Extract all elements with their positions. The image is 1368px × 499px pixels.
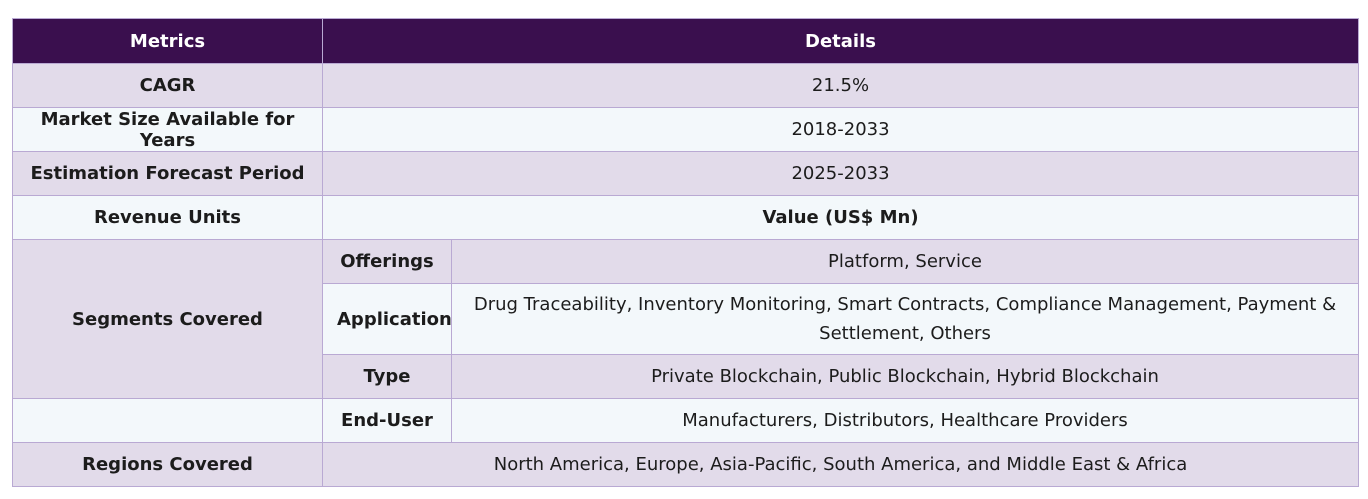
row-value-regions: North America, Europe, Asia-Pacific, Sou…: [322, 442, 1359, 487]
row-value-forecast: 2025-2033: [322, 151, 1359, 196]
segment-value-offerings: Platform, Service: [451, 239, 1359, 284]
segment-label-type: Type: [322, 354, 452, 399]
table-row-offerings: Segments Covered Offerings Platform, Ser…: [12, 239, 1359, 399]
segment-value-type: Private Blockchain, Public Blockchain, H…: [451, 354, 1359, 399]
row-label-cagr: CAGR: [12, 63, 323, 108]
table-row-forecast: Estimation Forecast Period 2025-2033: [12, 151, 1359, 196]
header-metrics: Metrics: [12, 18, 323, 64]
table-row-end-user: End-User Manufacturers, Distributors, He…: [12, 398, 1359, 443]
segment-label-end-user: End-User: [322, 398, 452, 443]
row-label-forecast: Estimation Forecast Period: [12, 151, 323, 196]
header-details: Details: [322, 18, 1359, 64]
segment-label-offerings: Offerings: [322, 239, 452, 284]
table-row-application: Application Drug Traceability, Inventory…: [13, 283, 1359, 355]
header-row: Metrics Details: [12, 18, 1359, 64]
table-row-type: Type Private Blockchain, Public Blockcha…: [13, 354, 1359, 399]
segment-label-application: Application: [322, 283, 452, 355]
table-row-regions: Regions Covered North America, Europe, A…: [12, 442, 1359, 487]
row-value-revenue: Value (US$ Mn): [322, 195, 1359, 240]
table-row-cagr: CAGR 21.5%: [12, 63, 1359, 108]
segment-value-application: Drug Traceability, Inventory Monitoring,…: [451, 283, 1359, 355]
metrics-table-container: Metrics Details CAGR 21.5% Market Size A…: [12, 18, 1359, 487]
table-row-market-size: Market Size Available for Years 2018-203…: [12, 107, 1359, 152]
row-label-revenue: Revenue Units: [12, 195, 323, 240]
row-label-segments: Segments Covered: [12, 239, 323, 399]
row-label-market-size: Market Size Available for Years: [12, 107, 323, 152]
empty-cell: [12, 398, 323, 443]
segment-value-end-user: Manufacturers, Distributors, Healthcare …: [451, 398, 1359, 443]
row-label-regions: Regions Covered: [12, 442, 323, 487]
metrics-table: Metrics Details CAGR 21.5% Market Size A…: [12, 18, 1359, 487]
row-value-market-size: 2018-2033: [322, 107, 1359, 152]
row-value-cagr: 21.5%: [322, 63, 1359, 108]
table-row-revenue: Revenue Units Value (US$ Mn): [12, 195, 1359, 240]
